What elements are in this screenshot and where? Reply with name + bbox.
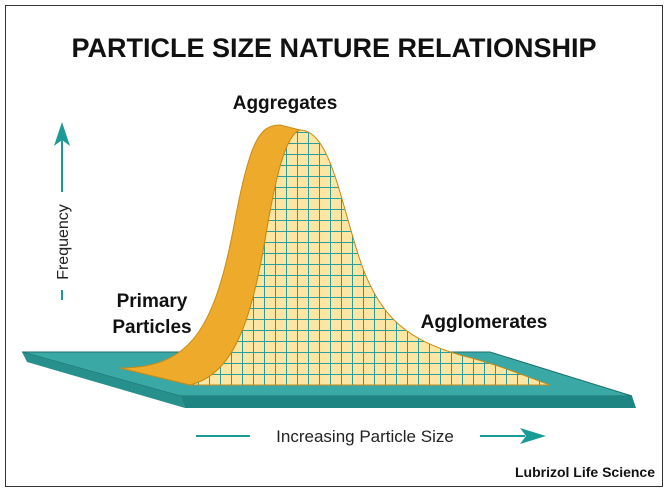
label-aggregates: Aggregates — [233, 93, 338, 114]
y-axis-label: Frequency — [55, 204, 72, 280]
x-axis-label: Increasing Particle Size — [276, 427, 454, 446]
label-primary: Primary — [117, 291, 188, 312]
label-particles: Particles — [112, 317, 191, 338]
credit: Lubrizol Life Science — [515, 464, 655, 480]
title: PARTICLE SIZE NATURE RELATIONSHIP — [71, 33, 596, 63]
label-agglomerates: Agglomerates — [421, 312, 548, 333]
diagram: PARTICLE SIZE NATURE RELATIONSHIP Aggreg… — [0, 0, 668, 492]
